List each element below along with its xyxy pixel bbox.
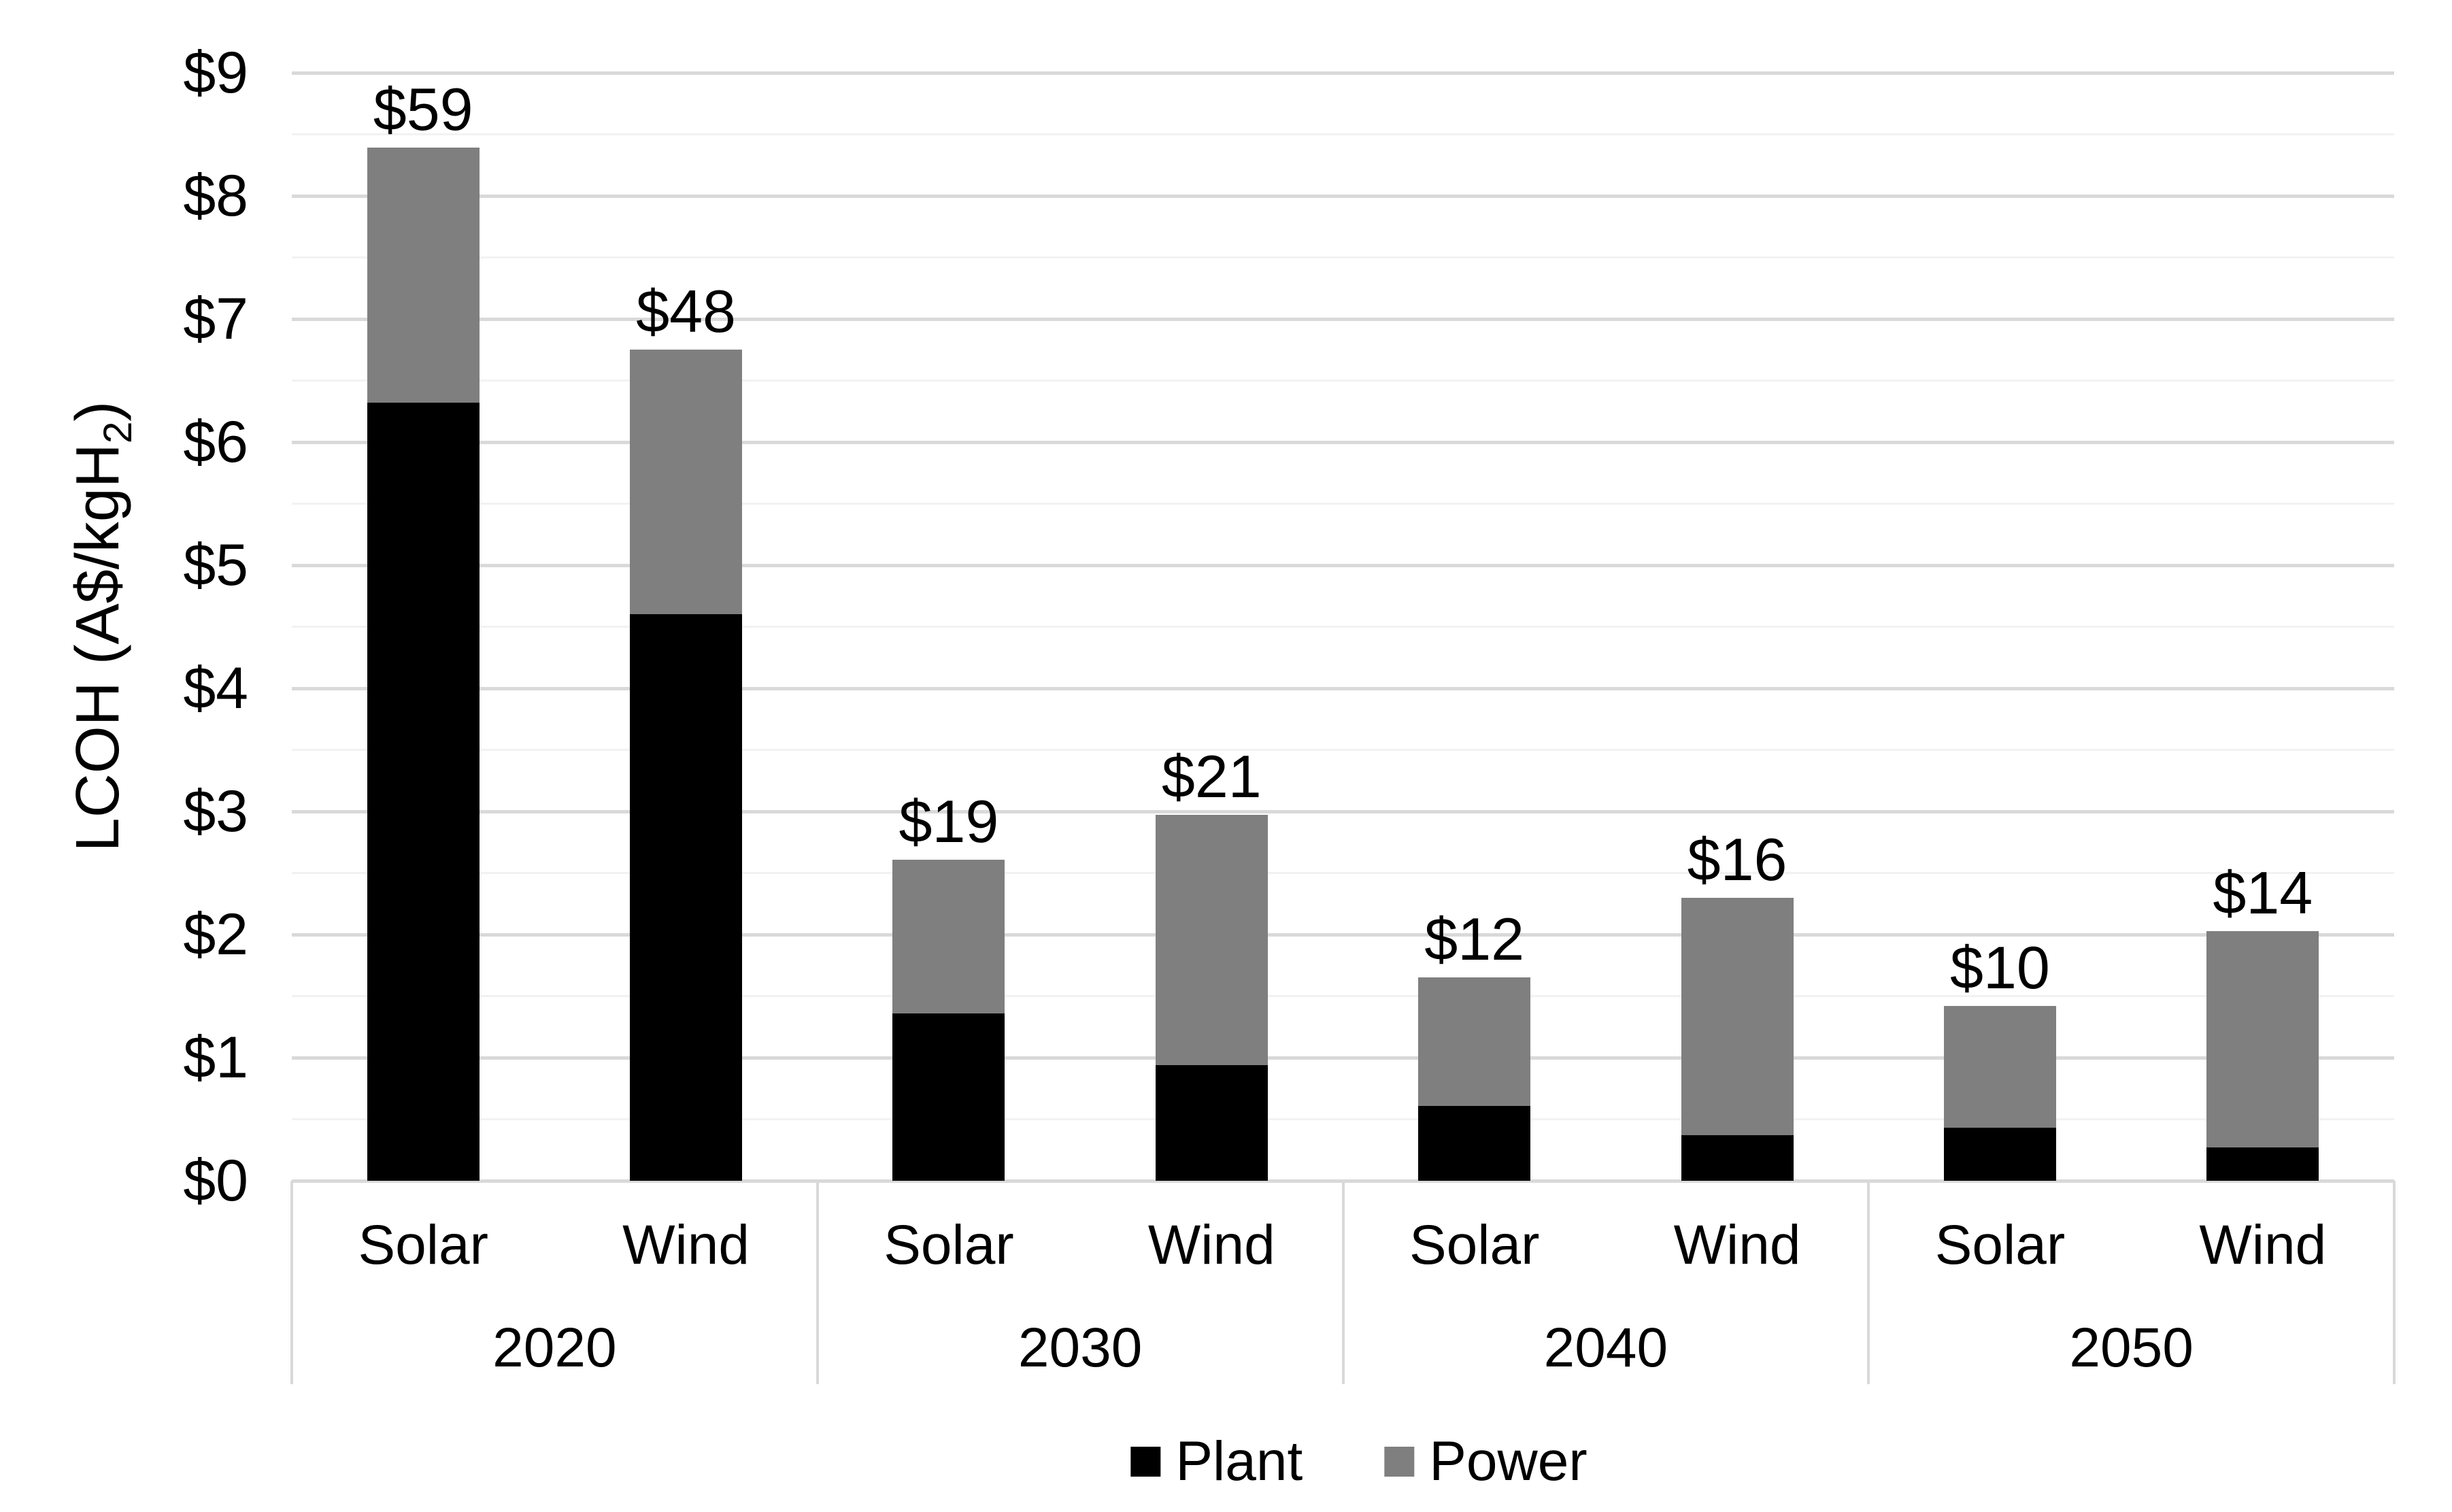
minor-gridline-3.5 — [292, 749, 2394, 751]
bar-plant-2020-solar — [367, 403, 480, 1181]
minor-gridline-6.5 — [292, 380, 2394, 382]
y-tick-label-5: $5 — [183, 533, 248, 598]
bar-plant-2050-solar — [1943, 1128, 2056, 1181]
x-label-2050-wind: Wind — [2199, 1214, 2327, 1276]
x-label-2030-solar: Solar — [884, 1214, 1014, 1276]
major-gridline-4 — [292, 686, 2394, 690]
x-group-label-2030: 2030 — [1018, 1317, 1143, 1379]
data-label-2020-wind: $48 — [636, 278, 736, 346]
category-separator-4 — [2393, 1181, 2396, 1384]
major-gridline-2 — [292, 933, 2394, 937]
category-separator-3 — [1867, 1181, 1870, 1384]
legend-swatch-power — [1384, 1447, 1415, 1477]
minor-gridline-1.5 — [292, 995, 2394, 997]
y-tick-label-1: $1 — [183, 1025, 248, 1090]
legend-swatch-plant — [1130, 1447, 1161, 1477]
bar-plant-2050-wind — [2206, 1147, 2319, 1181]
major-gridline-7 — [292, 317, 2394, 321]
y-tick-label-8: $8 — [183, 163, 248, 229]
major-gridline-6 — [292, 440, 2394, 444]
bar-power-2050-solar — [1943, 1005, 2056, 1128]
category-separator-2 — [1341, 1181, 1345, 1384]
category-separator-1 — [816, 1181, 819, 1384]
major-gridline-5 — [292, 563, 2394, 567]
data-label-2020-solar: $59 — [373, 75, 473, 144]
x-label-2030-wind: Wind — [1147, 1214, 1275, 1276]
legend-item-plant: Plant — [1130, 1434, 1303, 1490]
minor-gridline-0.5 — [292, 1118, 2394, 1120]
y-tick-label-2: $2 — [183, 902, 248, 967]
y-tick-label-6: $6 — [183, 409, 248, 475]
category-separator-0 — [290, 1181, 293, 1384]
legend-item-power: Power — [1384, 1430, 1588, 1492]
data-label-2030-solar: $19 — [898, 787, 999, 855]
x-group-label-2020: 2020 — [492, 1317, 617, 1379]
data-label-2040-solar: $12 — [1424, 905, 1525, 973]
bar-power-2020-wind — [630, 350, 743, 615]
bar-power-2050-wind — [2206, 930, 2319, 1148]
bar-power-2040-solar — [1418, 977, 1531, 1106]
data-label-2050-wind: $14 — [2213, 858, 2313, 926]
major-gridline-3 — [292, 809, 2394, 813]
minor-gridline-5.5 — [292, 503, 2394, 505]
minor-gridline-4.5 — [292, 626, 2394, 628]
major-gridline-9 — [292, 71, 2394, 75]
x-label-2040-solar: Solar — [1409, 1214, 1540, 1276]
major-gridline-8 — [292, 194, 2394, 198]
data-label-2040-wind: $16 — [1687, 825, 1787, 893]
x-label-2020-wind: Wind — [622, 1214, 750, 1276]
bar-plant-2020-wind — [630, 614, 743, 1181]
legend-label-plant: Plant — [1175, 1430, 1303, 1492]
bar-plant-2040-solar — [1418, 1105, 1531, 1181]
x-label-2050-solar: Solar — [1934, 1214, 2066, 1276]
bar-power-2030-wind — [1155, 815, 1268, 1065]
y-tick-label-9: $9 — [183, 40, 248, 105]
legend-label-power: Power — [1429, 1430, 1588, 1492]
data-label-2050-solar: $10 — [1950, 933, 2050, 1001]
minor-gridline-8.5 — [292, 133, 2394, 135]
bar-power-2030-solar — [892, 859, 1005, 1013]
x-group-label-2050: 2050 — [2069, 1317, 2194, 1379]
y-tick-label-7: $7 — [183, 286, 248, 352]
bar-plant-2030-wind — [1155, 1064, 1268, 1181]
data-label-2030-wind: $21 — [1161, 743, 1262, 811]
bar-plant-2030-solar — [892, 1013, 1005, 1181]
y-tick-label-3: $3 — [183, 779, 248, 844]
minor-gridline-2.5 — [292, 872, 2394, 874]
major-gridline-1 — [292, 1056, 2394, 1060]
y-tick-label-0: $0 — [183, 1148, 248, 1213]
x-group-label-2040: 2040 — [1543, 1317, 1668, 1379]
legend: Plant Power — [1130, 1430, 1588, 1492]
bar-power-2040-wind — [1681, 897, 1794, 1136]
bar-plant-2040-wind — [1681, 1135, 1794, 1181]
x-label-2040-wind: Wind — [1673, 1214, 1801, 1276]
y-tick-label-4: $4 — [183, 656, 248, 721]
x-label-2020-solar: Solar — [358, 1214, 488, 1276]
bar-power-2020-solar — [367, 148, 480, 403]
minor-gridline-7.5 — [292, 256, 2394, 258]
